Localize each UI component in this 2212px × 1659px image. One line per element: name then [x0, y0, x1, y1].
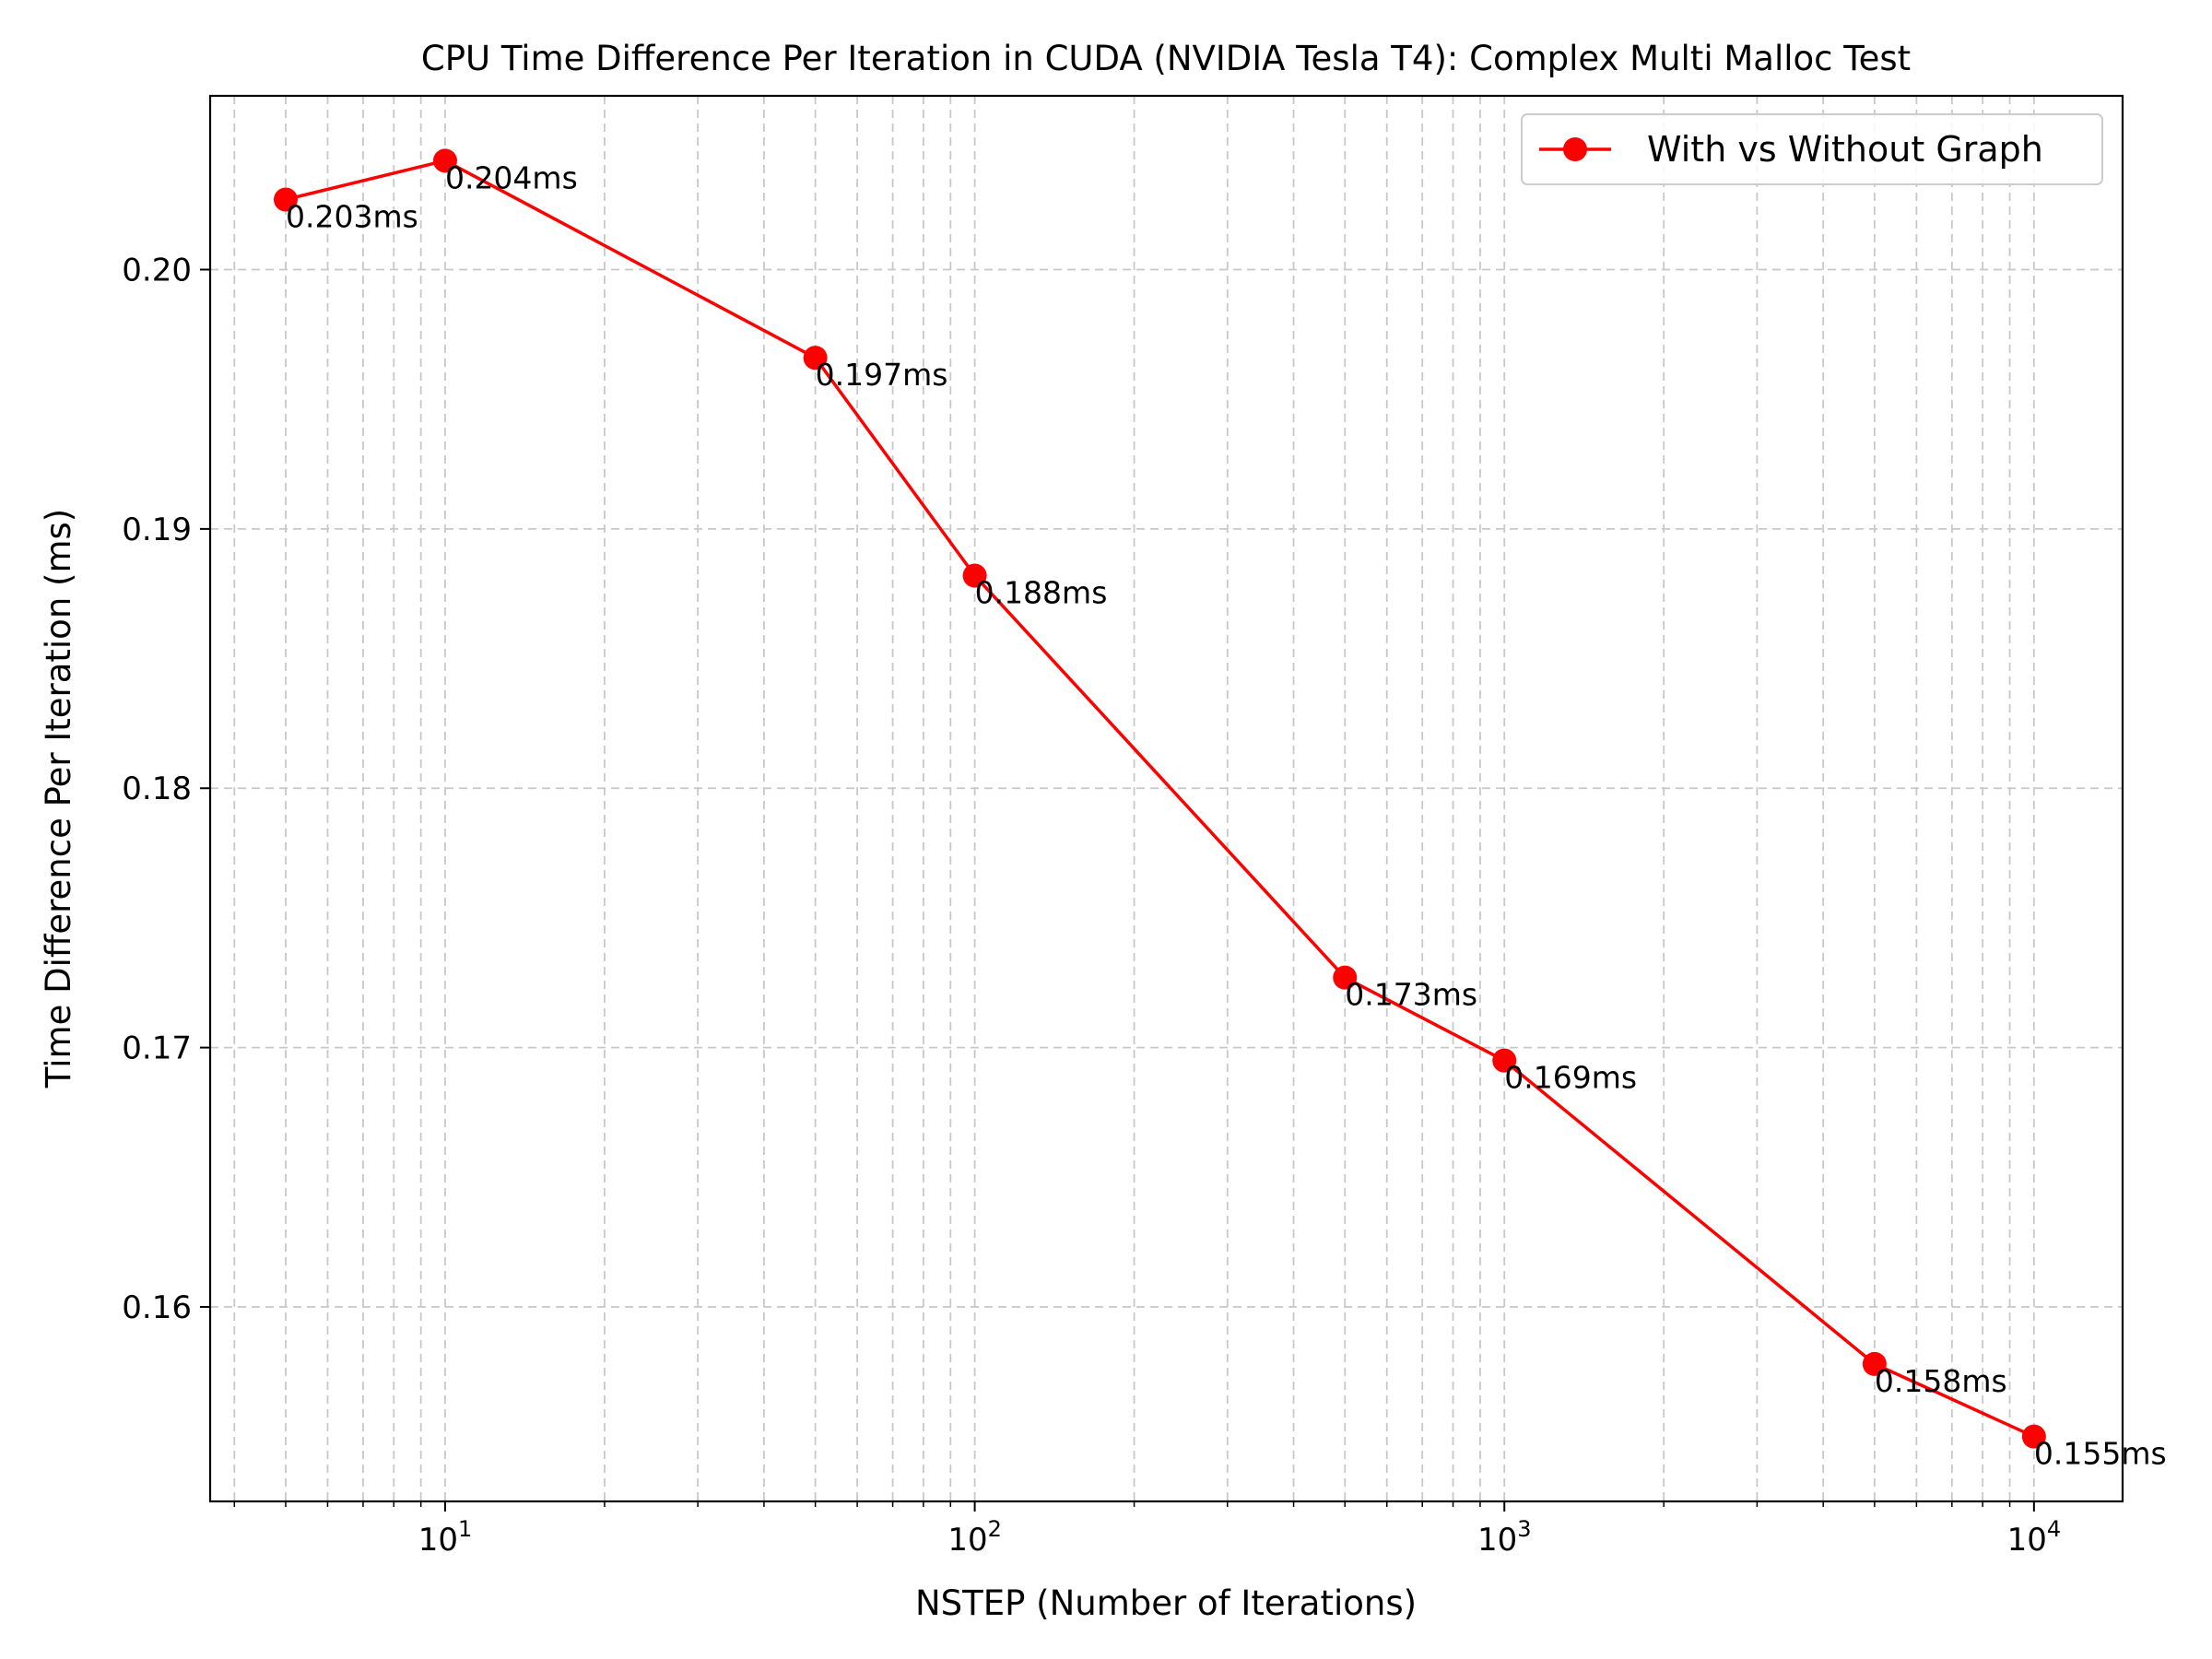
series-layer: 0.203ms 0.204ms 0.197ms 0.188ms 0.173ms 0.169…: [273, 148, 2167, 1472]
x-tick-label: 102: [947, 1516, 1002, 1559]
legend-box: [1521, 113, 2103, 185]
data-point-marker: [2021, 1424, 2046, 1449]
legend: With vs Without Graph: [1521, 113, 2103, 185]
series-line: [285, 159, 2035, 1439]
data-point-marker: [1492, 1048, 1517, 1073]
chart-title: CPU Time Difference Per Iteration in CUD…: [421, 39, 1911, 78]
data-point-marker: [803, 346, 828, 371]
data-point-label: 0.204ms: [445, 159, 578, 195]
x-tick-label: 104: [2007, 1516, 2062, 1559]
data-point-label: 0.169ms: [1504, 1060, 1637, 1096]
data-point-marker: [1333, 965, 1358, 990]
data-point-marker: [432, 148, 457, 173]
data-point-label: 0.197ms: [816, 357, 948, 393]
data-point-marker: [273, 187, 298, 212]
x-tick-label: 101: [418, 1516, 473, 1559]
y-axis-label: Time Difference Per Iteration (ms): [39, 509, 78, 1088]
x-axis-label: NSTEP (Number of Iterations): [915, 1583, 1417, 1623]
y-tick-label: 0.20: [122, 253, 192, 289]
data-point-label: 0.203ms: [286, 199, 418, 235]
y-tick-label: 0.18: [122, 771, 192, 807]
data-point-label: 0.158ms: [1875, 1363, 2007, 1399]
legend-entry-label: With vs Without Graph: [1647, 129, 2043, 170]
data-point-marker: [1862, 1351, 1887, 1376]
x-tick-label: 103: [1477, 1516, 1532, 1559]
legend-marker-swatch: [1563, 137, 1587, 161]
y-tick-label: 0.16: [122, 1289, 192, 1326]
y-tick-label: 0.17: [122, 1030, 192, 1067]
y-tick-label: 0.19: [122, 512, 192, 548]
data-point-label: 0.155ms: [2034, 1436, 2167, 1472]
data-point-marker: [962, 563, 987, 588]
axis-ticks: 0.16 0.17 0.18 0.19 0.20 101 102 103 104: [122, 253, 2061, 1559]
data-point-label: 0.188ms: [975, 575, 1108, 611]
plot-frame: [208, 94, 2124, 1503]
data-point-label: 0.173ms: [1345, 977, 1477, 1013]
